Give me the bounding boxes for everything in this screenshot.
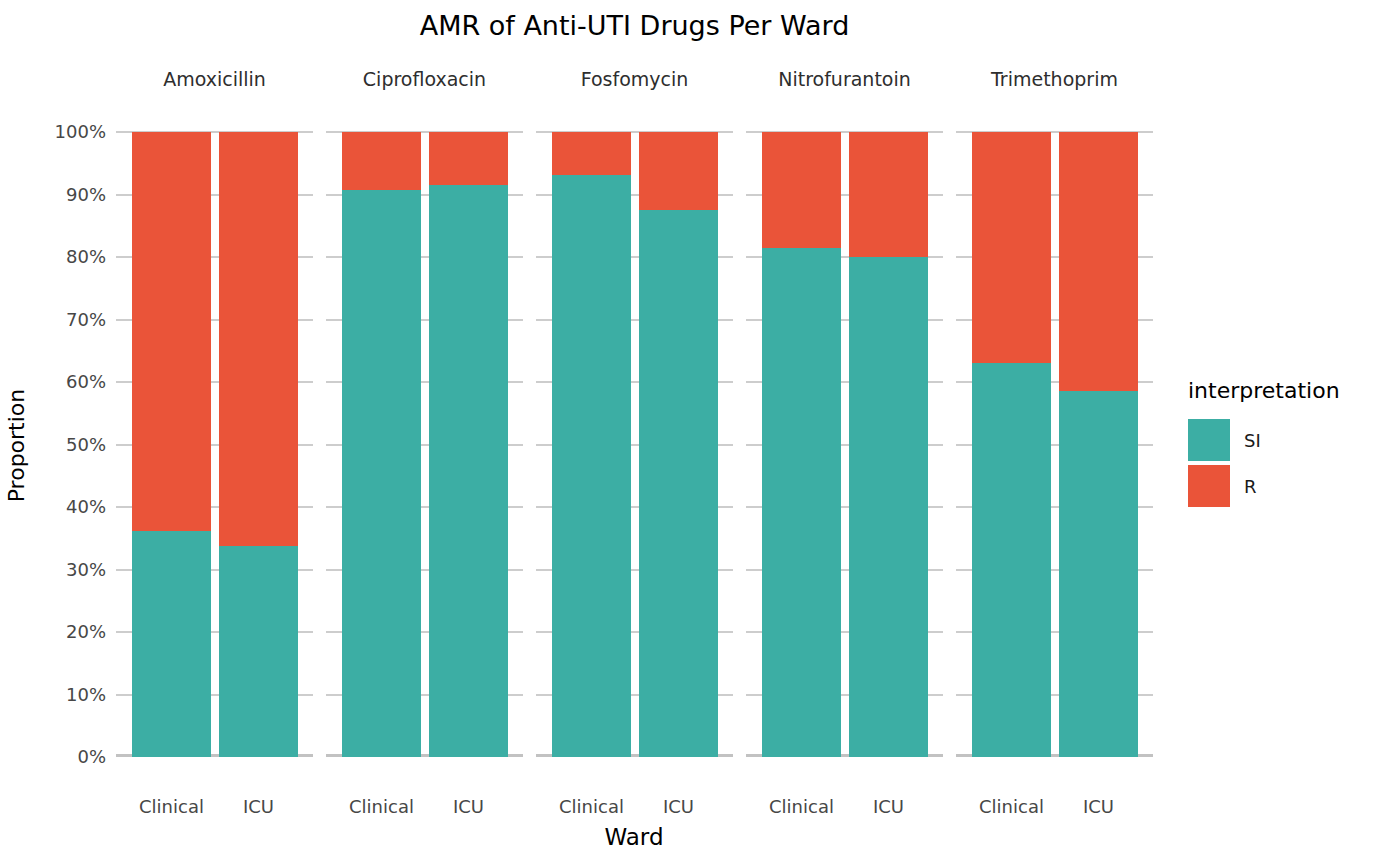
facet-strip-nitrofurantoin: Nitrofurantoin (746, 66, 943, 92)
segment-si (639, 210, 718, 757)
y-axis-title: Proportion (4, 366, 29, 526)
bar-nitrofurantoin-clinical (762, 132, 841, 757)
facet-panel-nitrofurantoin (746, 132, 943, 757)
y-tick-label-90: 90% (30, 184, 106, 206)
bar-amoxicillin-icu (219, 132, 298, 757)
segment-si (342, 190, 421, 758)
bar-fosfomycin-icu (639, 132, 718, 757)
segment-si (762, 248, 841, 757)
bar-trimethoprim-clinical (972, 132, 1051, 757)
bar-amoxicillin-clinical (132, 132, 211, 757)
segment-r (132, 132, 211, 531)
legend-label-si: SI (1244, 430, 1261, 451)
legend-items: SI R (1188, 419, 1340, 507)
segment-r (1059, 132, 1138, 391)
segment-r (849, 132, 928, 257)
y-tick-label-0: 0% (30, 746, 106, 768)
facet-panel-trimethoprim (956, 132, 1153, 757)
facet-strip-ciprofloxacin: Ciprofloxacin (326, 66, 523, 92)
bar-nitrofurantoin-icu (849, 132, 928, 757)
bar-trimethoprim-icu (1059, 132, 1138, 757)
facet-panel-fosfomycin (536, 132, 733, 757)
segment-r (219, 132, 298, 546)
y-tick-label-50: 50% (30, 434, 106, 456)
facet-strip-amoxicillin: Amoxicillin (116, 66, 313, 92)
x-tick-label-trimethoprim-icu: ICU (1039, 796, 1159, 818)
chart-root: AMR of Anti-UTI Drugs Per Ward Proportio… (0, 0, 1400, 866)
x-tick-label-amoxicillin-icu: ICU (199, 796, 319, 818)
segment-si (219, 546, 298, 757)
segment-si (972, 363, 1051, 757)
bar-ciprofloxacin-icu (429, 132, 508, 757)
segment-si (132, 531, 211, 757)
segment-si (1059, 391, 1138, 757)
y-tick-label-30: 30% (30, 559, 106, 581)
legend-swatch-si (1188, 419, 1230, 461)
legend-swatch-r (1188, 465, 1230, 507)
segment-si (429, 185, 508, 758)
facet-strip-fosfomycin: Fosfomycin (536, 66, 733, 92)
x-tick-label-nitrofurantoin-icu: ICU (829, 796, 949, 818)
y-tick-label-20: 20% (30, 621, 106, 643)
segment-r (342, 132, 421, 190)
y-tick-label-80: 80% (30, 246, 106, 268)
chart-title: AMR of Anti-UTI Drugs Per Ward (116, 10, 1153, 41)
y-tick-label-10: 10% (30, 684, 106, 706)
facet-strip-trimethoprim: Trimethoprim (956, 66, 1153, 92)
legend-title: interpretation (1188, 378, 1340, 403)
segment-r (762, 132, 841, 248)
facet-panel-ciprofloxacin (326, 132, 523, 757)
y-tick-label-40: 40% (30, 496, 106, 518)
segment-si (552, 175, 631, 758)
legend-item-si: SI (1188, 419, 1340, 461)
x-axis-title: Ward (534, 824, 734, 850)
y-tick-label-70: 70% (30, 309, 106, 331)
y-tick-label-60: 60% (30, 371, 106, 393)
x-tick-label-ciprofloxacin-icu: ICU (409, 796, 529, 818)
bar-fosfomycin-clinical (552, 132, 631, 757)
legend-item-r: R (1188, 465, 1340, 507)
segment-r (972, 132, 1051, 363)
bar-ciprofloxacin-clinical (342, 132, 421, 757)
segment-r (552, 132, 631, 175)
x-tick-label-fosfomycin-icu: ICU (619, 796, 739, 818)
segment-si (849, 257, 928, 757)
facet-panel-amoxicillin (116, 132, 313, 757)
legend: interpretation SI R (1188, 378, 1340, 511)
segment-r (639, 132, 718, 210)
y-tick-label-100: 100% (30, 121, 106, 143)
legend-label-r: R (1244, 476, 1257, 497)
segment-r (429, 132, 508, 185)
